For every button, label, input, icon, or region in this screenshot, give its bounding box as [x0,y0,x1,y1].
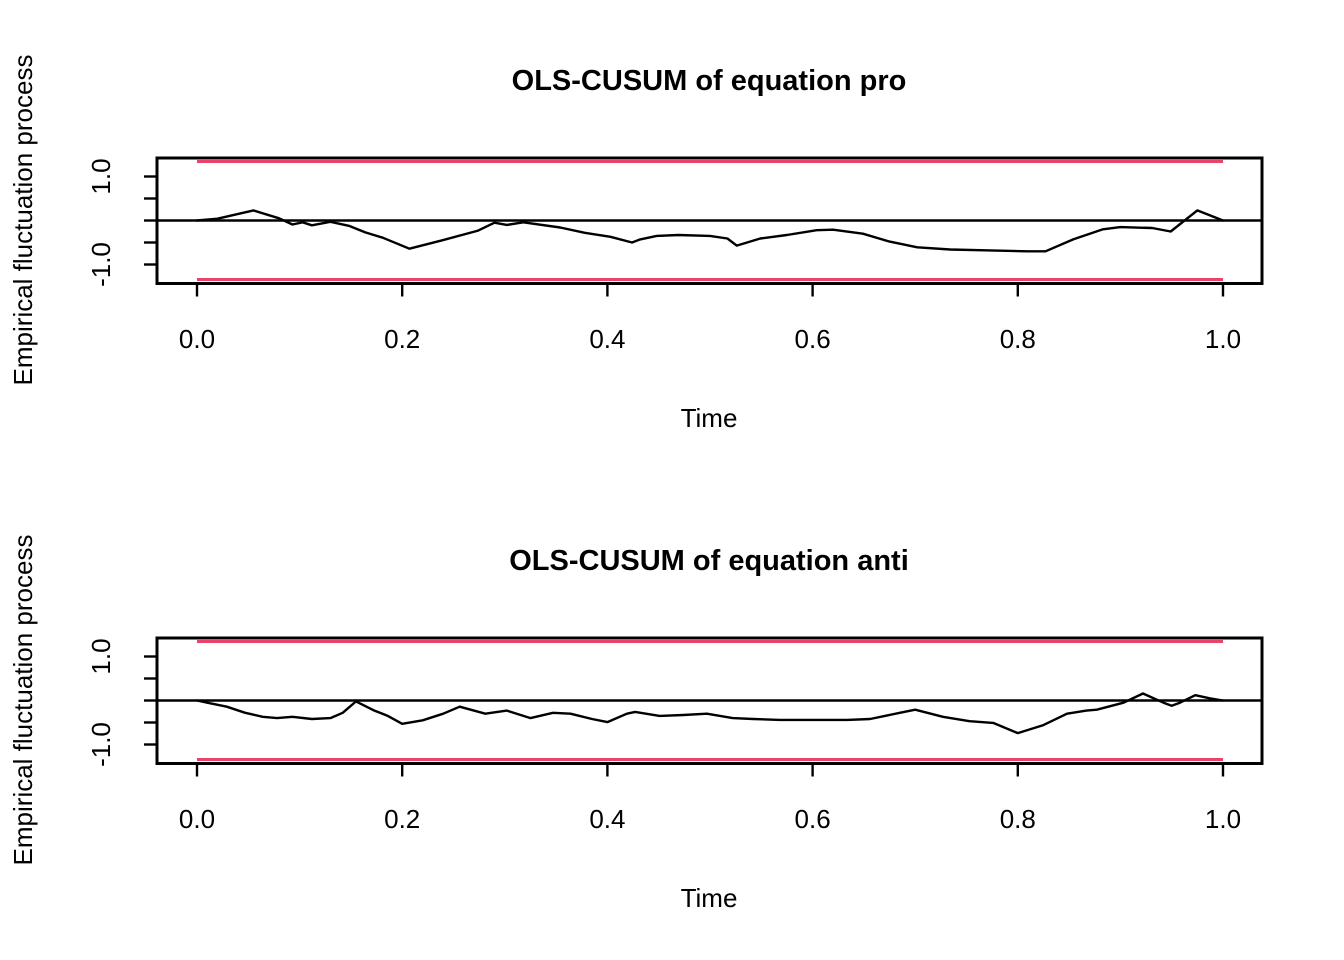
y-tick-label: -1.0 [86,242,116,287]
cusum-panel-anti: OLS-CUSUM of equation anti Empirical flu… [0,480,1344,960]
x-tick-label: 0.4 [589,324,625,354]
cusum-process-line [195,692,1225,735]
y-tick-label: -1.0 [86,722,116,767]
y-axis-label: Empirical fluctuation process [8,55,38,386]
x-tick-label: 1.0 [1205,324,1241,354]
plot-canvas-anti: OLS-CUSUM of equation anti Empirical flu… [8,535,1264,913]
x-tick-label: 0.6 [795,804,831,834]
cusum-panel-pro: OLS-CUSUM of equation pro Empirical fluc… [8,55,1264,433]
chart-title: OLS-CUSUM of equation anti [509,545,909,577]
x-tick-label: 0.8 [1000,324,1036,354]
plot-canvas-pro: OLS-CUSUM of equation pro Empirical fluc… [8,55,1264,433]
x-tick-label: 1.0 [1205,804,1241,834]
x-axis-label: Time [681,883,738,913]
x-tick-label: 0.2 [384,324,420,354]
x-tick-label: 0.4 [589,804,625,834]
x-tick-label: 0.6 [795,324,831,354]
plot-area: 0.0 0.2 0.4 0.6 0.8 1.0 1.0 -1.0 [86,636,1264,834]
y-axis-label: Empirical fluctuation process [8,535,38,866]
x-axis-label: Time [681,403,738,433]
chart-title: OLS-CUSUM of equation pro [512,65,907,97]
x-tick-label: 0.0 [179,324,215,354]
y-tick-label: 1.0 [86,638,116,674]
x-tick-label: 0.2 [384,804,420,834]
y-tick-label: 1.0 [86,158,116,194]
plot-area: 0.0 0.2 0.4 0.6 0.8 1.0 1.0 -1.0 [86,156,1264,354]
x-tick-label: 0.8 [1000,804,1036,834]
x-tick-label: 0.0 [179,804,215,834]
cusum-process-line [195,209,1225,253]
